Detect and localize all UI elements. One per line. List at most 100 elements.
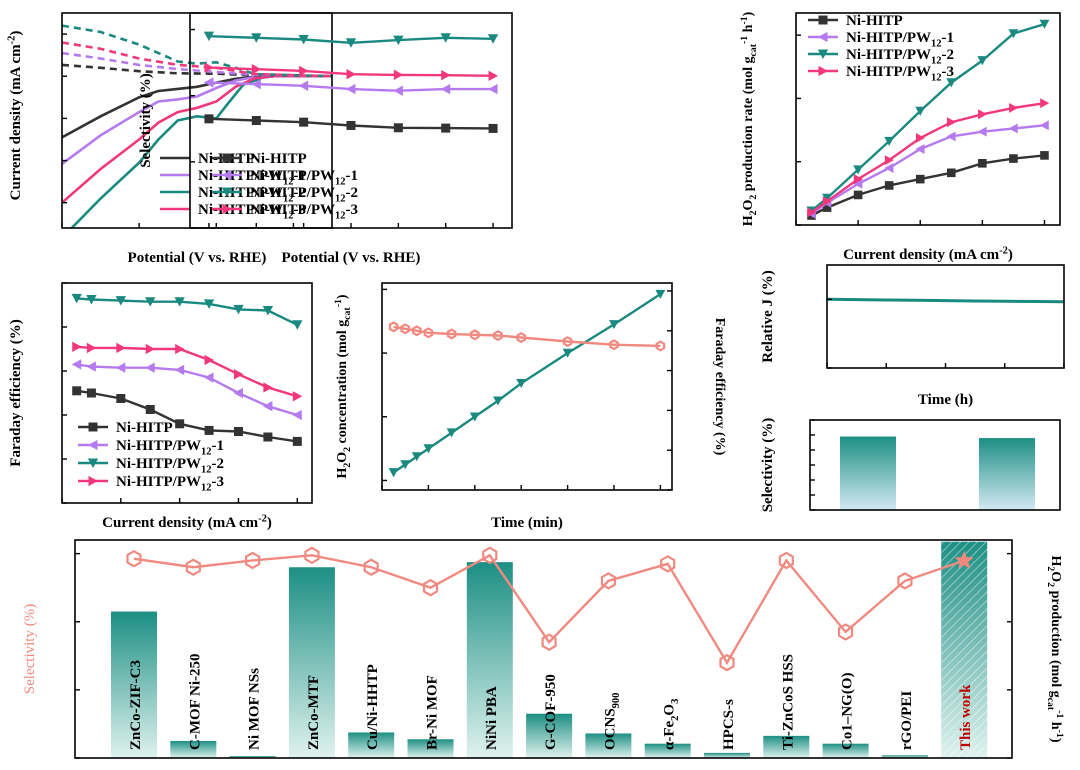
selectivity-point — [838, 623, 854, 641]
selectivity-point — [304, 546, 320, 565]
category-label: G-COF-950 — [543, 674, 559, 750]
series-line — [392, 293, 662, 474]
data-point — [145, 343, 156, 355]
bar — [170, 740, 217, 758]
data-point — [822, 203, 832, 212]
data-point — [262, 306, 274, 316]
category-label: NiNi PBA — [484, 686, 500, 750]
y-axis-label: Selectivity (%) — [138, 73, 154, 168]
data-point — [946, 131, 956, 142]
selectivity-line — [133, 553, 965, 665]
data-point — [203, 77, 214, 88]
data-point — [263, 382, 273, 393]
data-point — [915, 106, 926, 116]
axes-frame — [795, 12, 1061, 226]
bar — [763, 735, 810, 758]
data-point — [116, 394, 126, 403]
panel-d: Ni-HITP Ni-HITP/PW12-1Ni-HITP/PW12-2Ni-HI… — [8, 282, 313, 531]
data-point — [72, 341, 82, 352]
data-point — [1008, 123, 1018, 134]
bar — [466, 562, 513, 758]
legend-label: Ni-HITP — [846, 13, 903, 29]
panel-b: Ni-HITPNi-HITP/PW12-1Ni-HITP/PW12-2Ni-HI… — [138, 12, 513, 266]
series-line — [62, 74, 332, 204]
data-point — [853, 178, 863, 189]
data-point — [884, 136, 895, 146]
y-axis-label: Faraday efficiency (%) — [8, 319, 24, 466]
data-point — [204, 114, 214, 124]
panel-e: Time (min) H2O2 concentration (mol gcat-1… — [333, 282, 727, 531]
data-point — [262, 401, 273, 412]
data-point — [977, 126, 987, 137]
bar — [979, 438, 1035, 510]
data-point — [298, 80, 309, 91]
series-line — [826, 297, 1065, 304]
data-point — [423, 444, 434, 454]
legend-label: Ni-HITP/PW12-2 — [250, 185, 358, 205]
selectivity-point — [245, 551, 261, 570]
series-line — [393, 325, 661, 348]
category-label: HPCS-s — [721, 699, 737, 750]
data-point — [299, 117, 309, 127]
data-point — [978, 109, 988, 120]
selectivity-point — [897, 572, 913, 590]
category-label: C-MOF Ni-250 — [187, 653, 203, 750]
y2-axis-label: Faraday efficiency (%) — [712, 318, 727, 456]
legend-marker — [818, 15, 828, 25]
data-point — [441, 70, 451, 81]
x-axis-label: Current density (mA cm-2) — [843, 246, 1013, 263]
data-point — [86, 342, 97, 354]
data-point — [86, 295, 97, 305]
bar-hatch — [941, 541, 988, 758]
data-point — [1040, 151, 1049, 160]
x-axis-label: Time (min) — [491, 515, 563, 531]
data-point — [204, 372, 214, 383]
data-point — [915, 174, 925, 184]
bar — [526, 713, 573, 758]
data-point — [655, 289, 666, 299]
axes-frame — [61, 282, 313, 504]
data-point — [807, 207, 817, 218]
data-point — [1009, 102, 1019, 113]
data-point — [251, 78, 261, 90]
data-point — [946, 168, 956, 178]
bar — [644, 743, 691, 758]
panel-c: Ni-HITPNi-HITP/PW12-1Ni-HITP/PW12-2Ni-HI… — [739, 11, 1061, 263]
data-point — [345, 38, 357, 48]
legend-label: Ni-HITP/PW12-3 — [846, 64, 954, 84]
data-point — [115, 362, 126, 373]
data-point — [71, 293, 82, 304]
data-point — [86, 388, 96, 398]
data-point — [263, 432, 273, 442]
data-point — [346, 120, 356, 130]
category-label: OCNS900 — [602, 693, 622, 750]
legend-label: Ni-HITP — [250, 151, 307, 167]
legend-marker — [88, 475, 98, 487]
data-point — [609, 339, 619, 351]
x-axis-label: Potential (V vs. RHE) — [282, 250, 421, 266]
data-point — [853, 174, 863, 185]
data-point — [233, 304, 244, 315]
data-point — [388, 468, 399, 478]
data-point — [203, 31, 215, 42]
data-point — [423, 327, 434, 339]
data-point — [977, 56, 988, 66]
data-point — [251, 116, 261, 125]
data-point — [174, 364, 185, 376]
data-point — [469, 412, 480, 422]
data-point — [393, 85, 403, 96]
data-point — [822, 196, 832, 207]
data-point — [393, 69, 404, 81]
x-axis-label: Time (h) — [918, 392, 973, 408]
selectivity-point — [660, 555, 676, 573]
selectivity-point — [126, 549, 142, 568]
category-label: This work — [958, 684, 974, 750]
data-point — [488, 123, 498, 133]
bar — [704, 752, 750, 758]
series-line — [810, 154, 1045, 217]
data-point — [175, 419, 185, 429]
legend-label: Ni-HITP/PW12-3 — [116, 474, 224, 494]
data-point — [174, 297, 185, 307]
x-axis-label: Potential (V vs. RHE) — [128, 250, 267, 266]
